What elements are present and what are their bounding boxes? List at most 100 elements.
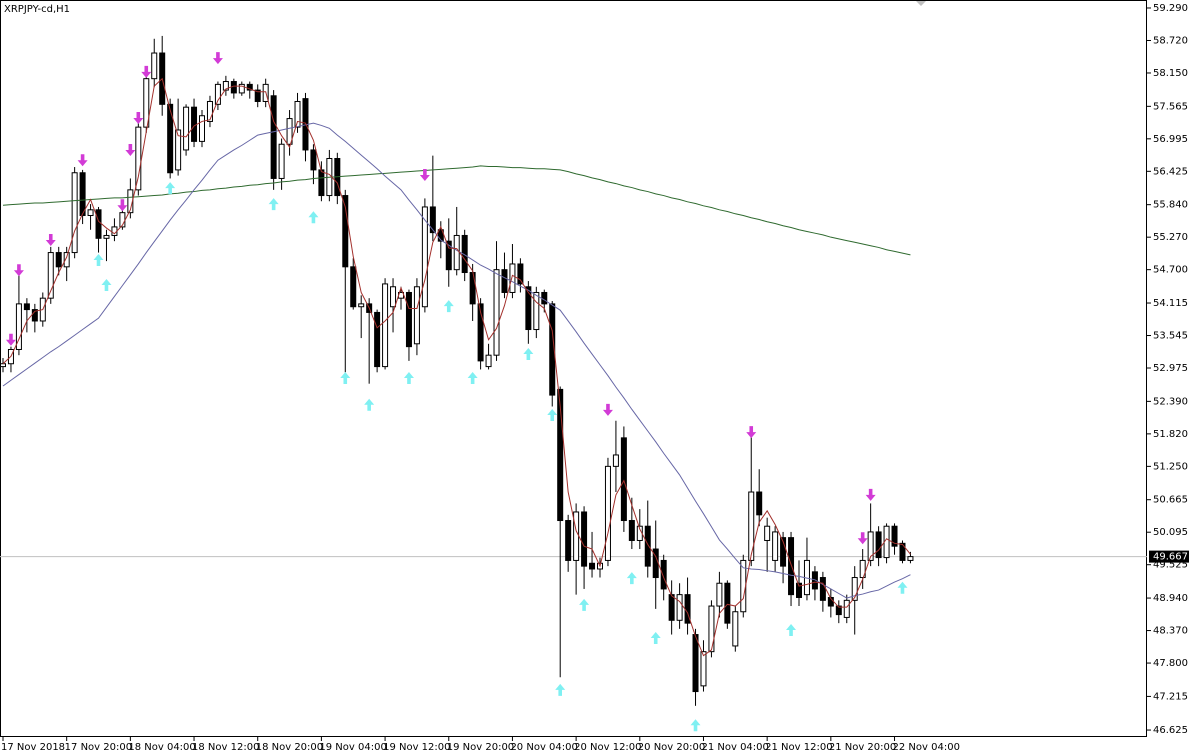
y-tick-label: 59.290 xyxy=(1153,3,1188,14)
candle-body xyxy=(541,291,548,305)
candle-body xyxy=(716,582,723,607)
buy-arrow xyxy=(340,371,351,384)
candle-body xyxy=(374,311,381,368)
sell-arrow xyxy=(865,488,876,501)
buy-arrow xyxy=(786,623,797,636)
candle-body xyxy=(55,252,62,268)
candle-body xyxy=(891,525,898,547)
x-tick-label: 19 Nov 04:00 xyxy=(319,742,386,753)
candle-body xyxy=(294,100,301,128)
buy-arrow xyxy=(308,211,319,224)
candle-body xyxy=(700,651,707,687)
x-tick-label: 20 Nov 04:00 xyxy=(510,742,577,753)
candle-body xyxy=(509,263,516,293)
buy-arrow xyxy=(626,572,637,585)
x-tick-label: 18 Nov 12:00 xyxy=(192,742,259,753)
candle-body xyxy=(732,611,739,647)
candle-body xyxy=(819,577,826,601)
x-tick-label: 21 Nov 04:00 xyxy=(701,742,768,753)
candle-body xyxy=(501,269,508,293)
candle-body xyxy=(899,542,906,561)
candle-body xyxy=(87,209,94,217)
plot-frame xyxy=(0,0,1147,737)
candle-body xyxy=(71,172,78,254)
candle-body xyxy=(851,577,858,601)
candle-body xyxy=(191,106,198,142)
candle-body xyxy=(222,81,229,91)
candle-body xyxy=(421,206,428,308)
candle-body xyxy=(199,115,205,142)
candle-body xyxy=(47,252,54,299)
x-tick-label: 19 Nov 20:00 xyxy=(447,742,514,753)
candle-body xyxy=(843,599,850,618)
candle-body xyxy=(835,605,842,616)
candle-body xyxy=(604,465,611,561)
sell-arrow xyxy=(602,403,613,416)
candle-body xyxy=(445,240,452,271)
y-tick-label: 52.390 xyxy=(1153,396,1188,407)
candle-body xyxy=(533,291,540,331)
candle-body xyxy=(95,209,102,239)
y-tick-label: 50.665 xyxy=(1153,495,1188,506)
x-tick-label: 21 Nov 20:00 xyxy=(829,742,896,753)
candle-body xyxy=(175,129,182,171)
candle-body xyxy=(780,537,787,567)
candle-body xyxy=(620,437,627,522)
y-tick-label: 47.215 xyxy=(1153,691,1188,702)
candle-body xyxy=(867,531,874,561)
candle-body xyxy=(437,229,444,242)
candle-body xyxy=(517,263,524,285)
y-tick-label: 52.975 xyxy=(1153,363,1188,374)
candle-body xyxy=(788,537,795,596)
candle-body xyxy=(676,594,683,621)
y-tick-label: 56.995 xyxy=(1153,134,1188,145)
x-tick-label: 17 Nov 2018 xyxy=(1,742,65,753)
price-label-box xyxy=(1149,550,1189,563)
x-tick-label: 17 Nov 20:00 xyxy=(65,742,132,753)
y-tick-label: 54.700 xyxy=(1153,265,1188,276)
sell-arrow xyxy=(77,154,88,167)
candle-body xyxy=(756,491,763,516)
y-tick-label: 48.370 xyxy=(1153,626,1188,637)
buy-arrow xyxy=(165,182,176,195)
candle-body xyxy=(628,520,635,541)
y-tick-label: 46.625 xyxy=(1153,725,1188,736)
candle-body xyxy=(15,303,22,350)
sell-arrow xyxy=(117,199,128,212)
candle-body xyxy=(151,52,158,80)
candle-body xyxy=(143,78,150,128)
x-tick-label: 19 Nov 12:00 xyxy=(383,742,450,753)
x-tick-label: 18 Nov 20:00 xyxy=(256,742,323,753)
y-tick-label: 47.800 xyxy=(1153,658,1188,669)
y-tick-label: 48.940 xyxy=(1153,593,1188,604)
y-tick-label: 58.720 xyxy=(1153,35,1188,46)
candle-body xyxy=(748,491,755,561)
y-tick-label: 55.840 xyxy=(1153,200,1188,211)
candle-body xyxy=(525,286,532,331)
candle-body xyxy=(907,556,914,561)
candle-body xyxy=(493,269,500,356)
chart-title: XRPJPY-cd,H1 xyxy=(4,4,70,15)
candle-body xyxy=(589,562,596,570)
buy-arrow xyxy=(650,631,661,644)
buy-arrow xyxy=(523,348,534,361)
candle-body xyxy=(668,594,675,621)
candle-body xyxy=(485,354,492,368)
buy-arrow xyxy=(443,300,454,313)
buy-arrow xyxy=(579,598,590,611)
candle-body xyxy=(429,206,436,234)
sell-arrow xyxy=(419,169,430,182)
sell-arrow xyxy=(133,112,144,125)
candle-body xyxy=(0,363,6,368)
sell-arrow xyxy=(45,234,56,247)
buy-arrow xyxy=(364,398,375,411)
buy-arrow xyxy=(547,409,558,422)
buy-arrow xyxy=(268,198,279,211)
candle-body xyxy=(310,149,317,171)
y-tick-label: 53.545 xyxy=(1153,331,1188,342)
candle-body xyxy=(63,252,70,268)
candle-body xyxy=(859,559,866,579)
candle-body xyxy=(350,266,357,308)
